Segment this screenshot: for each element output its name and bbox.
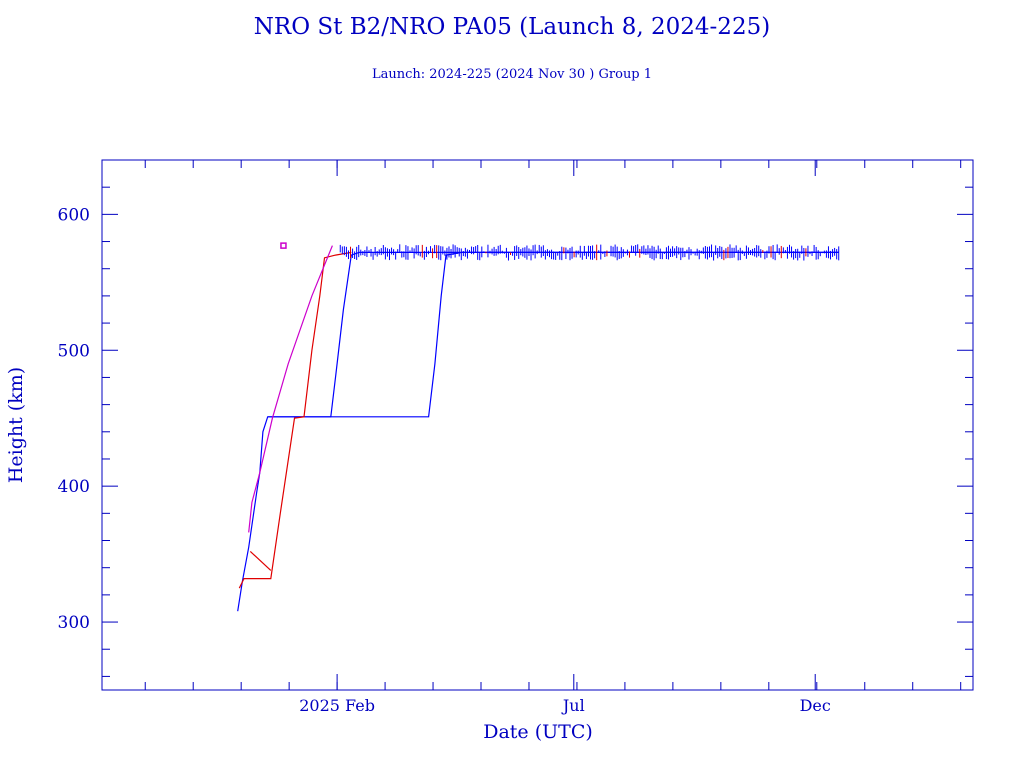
y-tick-label: 300 bbox=[58, 613, 90, 633]
magenta-point bbox=[280, 242, 287, 249]
series-blue-group-late bbox=[267, 251, 839, 418]
y-tick-label: 400 bbox=[58, 477, 90, 497]
y-tick-label: 600 bbox=[58, 205, 90, 225]
chart-title: NRO St B2/NRO PA05 (Launch 8, 2024-225) bbox=[253, 14, 771, 40]
x-axis-label: Date (UTC) bbox=[483, 721, 593, 743]
series-blue-group-early bbox=[237, 251, 839, 612]
chart-subtitle: Launch: 2024-225 (2024 Nov 30 ) Group 1 bbox=[371, 67, 653, 82]
y-axis-label: Height (km) bbox=[5, 367, 27, 483]
y-tick-label: 500 bbox=[58, 341, 90, 361]
plot-frame bbox=[101, 159, 974, 691]
series-magenta-object bbox=[248, 245, 333, 533]
x-tick-label: Dec bbox=[800, 696, 831, 715]
x-tick-label: 2025 Feb bbox=[299, 696, 375, 715]
series-red-group bbox=[238, 251, 352, 589]
series-red-branch bbox=[249, 550, 272, 571]
x-tick-label: Jul bbox=[561, 696, 585, 715]
